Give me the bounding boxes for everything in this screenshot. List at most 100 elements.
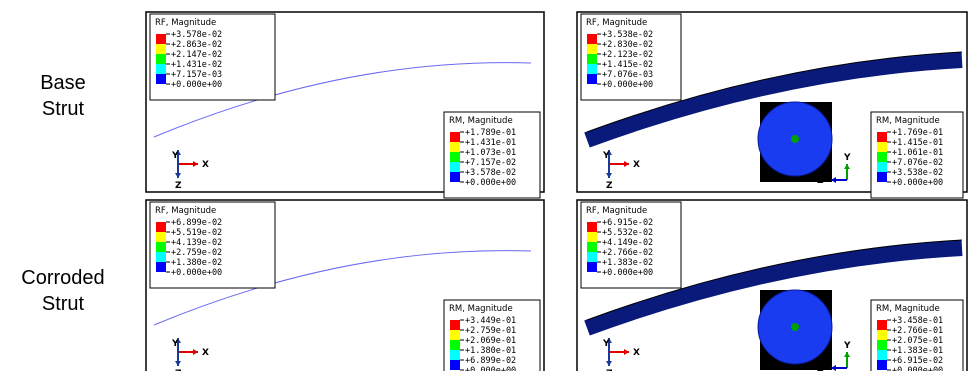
legend-label: +2.863e-02 [171,40,222,50]
legend-swatch [156,222,166,232]
legend-swatch [450,340,460,350]
legend-label: +3.578e-02 [171,30,222,40]
legend-swatch [156,44,166,54]
legend-label: +1.789e-01 [465,128,516,138]
panel: YZRF, Magnitude+3.538e-02+2.830e-02+2.12… [577,12,967,198]
legend-label: +1.061e-01 [892,148,943,158]
legend-label: +2.123e-02 [602,50,653,60]
legend-swatch [587,34,597,44]
legend-swatch [877,142,887,152]
legend-swatch [587,74,597,84]
legend-swatch [877,360,887,370]
legend-label: +1.383e-02 [602,258,653,268]
legend-swatch [587,44,597,54]
legend-swatch [587,54,597,64]
legend-swatch [587,222,597,232]
legend-label: +7.157e-02 [465,158,516,168]
legend-swatch [450,320,460,330]
legend-swatch [156,232,166,242]
legend-title: RM, Magnitude [449,304,513,314]
triad-label: X [633,348,640,358]
row-label: Strut [42,98,85,120]
section-core [791,135,799,143]
triad-label: X [633,160,640,170]
legend-label: +2.069e-01 [465,336,516,346]
legend-title: RF, Magnitude [155,206,216,216]
triad-label: Y [602,339,610,349]
legend-label: +1.769e-01 [892,128,943,138]
legend-label: +2.075e-01 [892,336,943,346]
legend-label: +0.000e+00 [465,178,516,188]
legend-swatch [587,242,597,252]
triad-label: Y [171,339,179,349]
legend-swatch [450,360,460,370]
legend-label: +7.076e-03 [602,70,653,80]
legend-title: RF, Magnitude [586,206,647,216]
legend-label: +1.431e-01 [465,138,516,148]
legend-label: +7.076e-02 [892,158,943,168]
legend-label: +0.000e+00 [602,268,653,278]
legend-swatch [877,132,887,142]
legend-swatch [450,162,460,172]
legend-label: +7.157e-03 [171,70,222,80]
legend-swatch [587,64,597,74]
row-label: Corroded [21,267,104,289]
triad-label: Y [171,151,179,161]
panel: RF, Magnitude+3.578e-02+2.863e-02+2.147e… [146,12,544,198]
row-label: Strut [42,293,85,315]
legend-title: RM, Magnitude [876,304,940,314]
legend-label: +0.000e+00 [892,366,943,371]
legend-label: +2.147e-02 [171,50,222,60]
legend-label: +6.899e-02 [465,356,516,366]
legend-title: RM, Magnitude [449,116,513,126]
legend-label: +2.766e-02 [602,248,653,258]
legend-swatch [587,252,597,262]
legend-label: +4.139e-02 [171,238,222,248]
legend-label: +6.915e-02 [892,356,943,366]
legend-label: +0.000e+00 [171,268,222,278]
legend-swatch [877,330,887,340]
triad-label: Z [817,176,824,186]
legend-swatch [450,132,460,142]
legend-swatch [587,262,597,272]
legend-label: +4.149e-02 [602,238,653,248]
legend-label: +3.458e-01 [892,316,943,326]
legend-label: +1.380e-02 [171,258,222,268]
legend-label: +6.915e-02 [602,218,653,228]
legend-label: +3.449e-01 [465,316,516,326]
legend-swatch [877,350,887,360]
legend-label: +5.532e-02 [602,228,653,238]
legend-label: +2.766e-01 [892,326,943,336]
section-core [791,323,799,331]
legend-swatch [450,172,460,182]
legend-swatch [156,64,166,74]
legend-label: +0.000e+00 [892,178,943,188]
legend-label: +3.538e-02 [892,168,943,178]
panel: RF, Magnitude+6.899e-02+5.519e-02+4.139e… [146,200,544,371]
legend-swatch [450,152,460,162]
legend-swatch [156,262,166,272]
triad-label: Z [175,181,182,191]
legend-swatch [877,152,887,162]
legend-label: +3.538e-02 [602,30,653,40]
legend-label: +6.899e-02 [171,218,222,228]
legend-label: +1.415e-01 [892,138,943,148]
legend-label: +1.380e-01 [465,346,516,356]
legend-swatch [450,350,460,360]
legend-label: +2.830e-02 [602,40,653,50]
legend-label: +1.383e-01 [892,346,943,356]
legend-swatch [877,162,887,172]
triad-label: Z [817,364,824,371]
legend-swatch [450,330,460,340]
legend-swatch [156,54,166,64]
triad-label: Y [843,341,851,351]
legend-swatch [450,142,460,152]
legend-title: RF, Magnitude [155,18,216,28]
legend-label: +1.431e-02 [171,60,222,70]
legend-title: RM, Magnitude [876,116,940,126]
legend-label: +3.578e-02 [465,168,516,178]
legend-label: +0.000e+00 [465,366,516,371]
legend-swatch [587,232,597,242]
legend-label: +0.000e+00 [171,80,222,90]
